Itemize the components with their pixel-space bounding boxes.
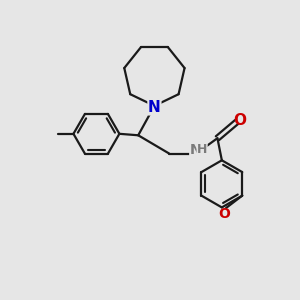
Text: O: O [234,113,247,128]
Text: H: H [197,143,207,157]
Text: N: N [190,143,201,157]
Text: N: N [148,100,161,115]
Text: O: O [218,208,230,221]
